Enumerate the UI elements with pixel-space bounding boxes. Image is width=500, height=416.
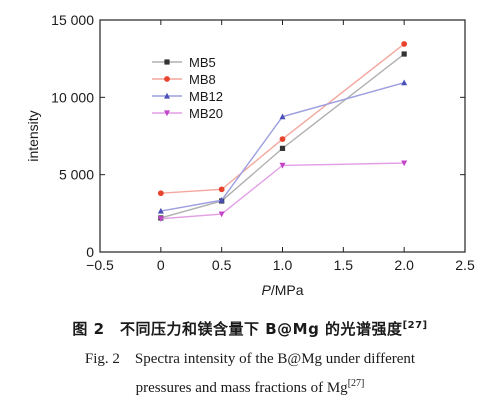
caption-chinese-ref: [27] — [402, 320, 428, 331]
data-point-mb8 — [401, 41, 408, 47]
caption-english-text: pressures and mass fractions of Mg — [135, 380, 348, 396]
x-axis-title: P/MPa — [261, 282, 303, 298]
y-tick-label: 15 000 — [51, 12, 94, 28]
plot-frame — [99, 19, 466, 253]
series-line-mb5 — [160, 53, 405, 219]
series-mb20 — [157, 160, 408, 222]
legend-marker-mb8 — [164, 76, 170, 82]
legend-label-mb5: MB5 — [189, 55, 216, 70]
x-tick-label: 2.5 — [455, 257, 475, 273]
data-point-mb12 — [401, 79, 408, 86]
legend-item-mb20: MB20 — [152, 106, 223, 121]
legend-label-mb12: MB12 — [189, 89, 223, 104]
figure-caption-english-line2: pressures and mass fractions of Mg[27] — [0, 378, 500, 397]
y-tick-label: 5 000 — [59, 167, 94, 183]
series-layer — [157, 41, 408, 222]
data-point-mb5 — [401, 51, 407, 57]
legend-item-mb12: MB12 — [152, 89, 223, 104]
series-line-mb20 — [160, 162, 405, 220]
x-axis-title-unit: /MPa — [271, 282, 304, 298]
data-point-mb12 — [157, 207, 164, 214]
caption-chinese-text: 图 2 不同压力和镁含量下 B@Mg 的光谱强度 — [72, 320, 403, 338]
figure-caption-chinese: 图 2 不同压力和镁含量下 B@Mg 的光谱强度[27] — [0, 318, 500, 339]
legend-item-mb8: MB8 — [152, 72, 216, 87]
series-mb12 — [157, 79, 408, 214]
legend-marker-mb20 — [164, 110, 170, 117]
legend: MB5 MB8 MB12 MB20 — [152, 55, 223, 121]
y-tick-label: 0 — [86, 244, 94, 260]
x-tick-label: 1.0 — [273, 257, 293, 273]
data-point-mb8 — [279, 136, 286, 142]
data-point-mb12 — [218, 196, 225, 203]
series-mb8 — [157, 41, 408, 197]
series-line-mb12 — [160, 81, 405, 212]
caption-english-ref: [27] — [347, 378, 365, 389]
y-axis-title: intensity — [25, 110, 41, 161]
x-tick-label: 0.5 — [212, 257, 232, 273]
data-point-mb8 — [218, 186, 225, 193]
x-axis-title-variable: P — [261, 282, 271, 298]
legend-label-mb8: MB8 — [189, 72, 216, 87]
data-point-mb20 — [279, 162, 286, 169]
legend-label-mb20: MB20 — [189, 106, 223, 121]
data-point-mb5 — [279, 145, 286, 151]
x-tick-label: 2.0 — [394, 257, 414, 273]
data-point-mb20 — [401, 160, 408, 167]
legend-item-mb5: MB5 — [152, 55, 216, 70]
data-point-mb12 — [279, 113, 286, 120]
figure-caption-english-line1: Fig. 2 Spectra intensity of the B@Mg und… — [84, 351, 416, 367]
x-tick-label: 0 — [157, 257, 165, 273]
legend-marker-mb12 — [164, 92, 170, 99]
series-line-mb8 — [160, 43, 405, 194]
data-point-mb8 — [157, 190, 164, 197]
x-tick-label: 1.5 — [334, 257, 354, 273]
legend-marker-mb5 — [164, 59, 170, 65]
y-tick-label: 10 000 — [51, 89, 94, 105]
x-tick-label: −0.5 — [86, 257, 114, 273]
data-point-mb20 — [218, 211, 225, 218]
data-point-mb20 — [157, 216, 164, 222]
